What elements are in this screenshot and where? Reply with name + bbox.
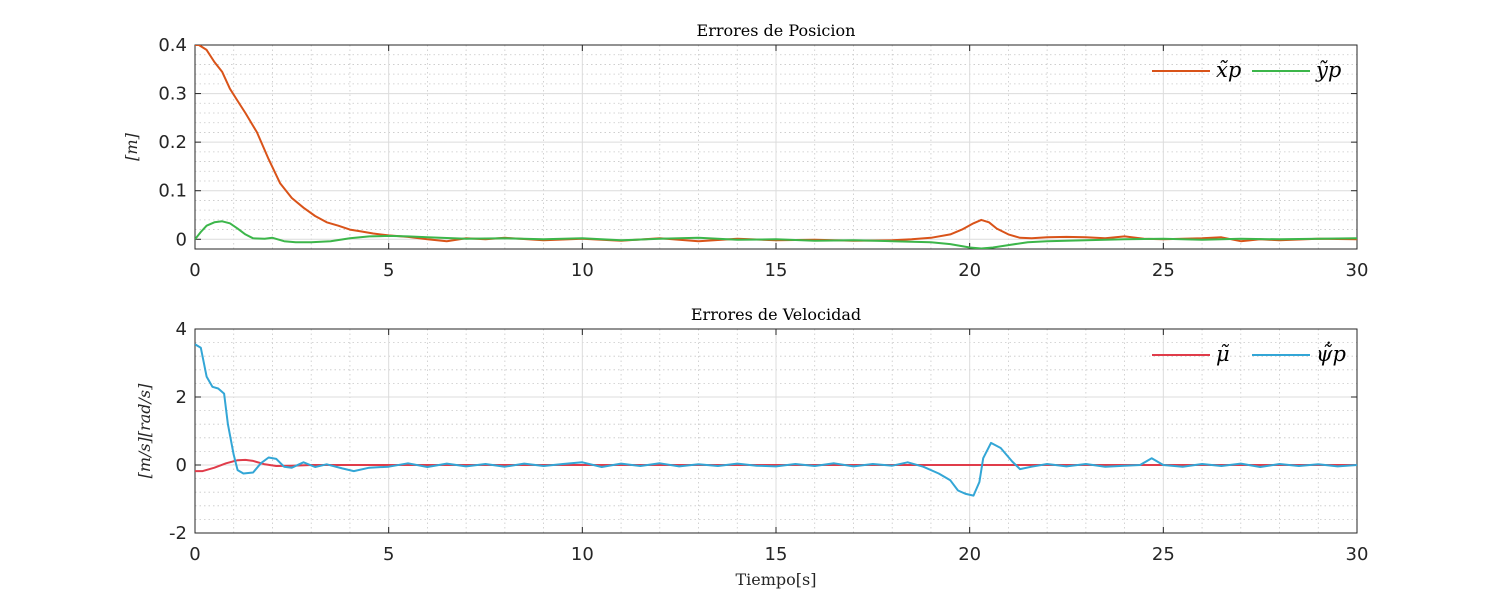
chart-title: Errores de Posicion bbox=[697, 21, 856, 40]
x-tick-label: 10 bbox=[571, 260, 594, 281]
x-tick-label: 5 bbox=[383, 544, 394, 565]
series-line-1 bbox=[195, 45, 1357, 243]
y-tick-label: 0 bbox=[176, 455, 187, 476]
y-tick-label: -2 bbox=[169, 523, 187, 544]
x-tick-label: 20 bbox=[958, 260, 981, 281]
x-tick-label: 30 bbox=[1346, 260, 1369, 281]
legend-label-1: μ̃ bbox=[1216, 342, 1230, 366]
y-axis-label: [m] bbox=[122, 132, 141, 160]
y-tick-label: 4 bbox=[176, 319, 187, 340]
x-tick-label: 15 bbox=[765, 544, 788, 565]
legend: x̃p ỹp bbox=[1152, 58, 1341, 82]
x-tick-label: 0 bbox=[189, 544, 200, 565]
y-tick-label: 0 bbox=[176, 229, 187, 250]
series-line-2 bbox=[195, 343, 1357, 497]
x-axis-label: Tiempo[s] bbox=[736, 570, 817, 589]
x-tick-label: 25 bbox=[1152, 260, 1175, 281]
series-line-2 bbox=[195, 220, 1357, 249]
x-tick-label: 15 bbox=[765, 260, 788, 281]
y-axis-label: [m/s][rad/s] bbox=[135, 383, 154, 479]
y-tick-label: 0.2 bbox=[158, 132, 187, 153]
x-tick-label: 20 bbox=[958, 544, 981, 565]
x-tick-label: 0 bbox=[189, 260, 200, 281]
tick-marks bbox=[194, 328, 1358, 534]
legend-label-2: ỹp bbox=[1315, 58, 1341, 82]
x-tick-label: 10 bbox=[571, 544, 594, 565]
chart-title: Errores de Velocidad bbox=[691, 305, 861, 324]
y-tick-label: 2 bbox=[176, 387, 187, 408]
y-tick-label: 0.1 bbox=[158, 181, 187, 202]
y-tick-label: 0.4 bbox=[158, 35, 187, 56]
y-tick-label: 0.3 bbox=[158, 84, 187, 105]
x-tick-label: 30 bbox=[1346, 544, 1369, 565]
x-tick-label: 25 bbox=[1152, 544, 1175, 565]
legend-label-2: ψ̃̇p bbox=[1316, 342, 1346, 366]
series-group bbox=[195, 343, 1357, 497]
series-group bbox=[195, 45, 1357, 249]
x-tick-label: 5 bbox=[383, 260, 394, 281]
legend: μ̃ ψ̃̇p bbox=[1152, 342, 1346, 366]
chart-panel-1: 0 5 10 15 20 25 30 0 0.1 0.2 0.3 0.4 Errores de Posi… bbox=[122, 21, 1368, 281]
legend-label-1: x̃p bbox=[1216, 58, 1241, 82]
